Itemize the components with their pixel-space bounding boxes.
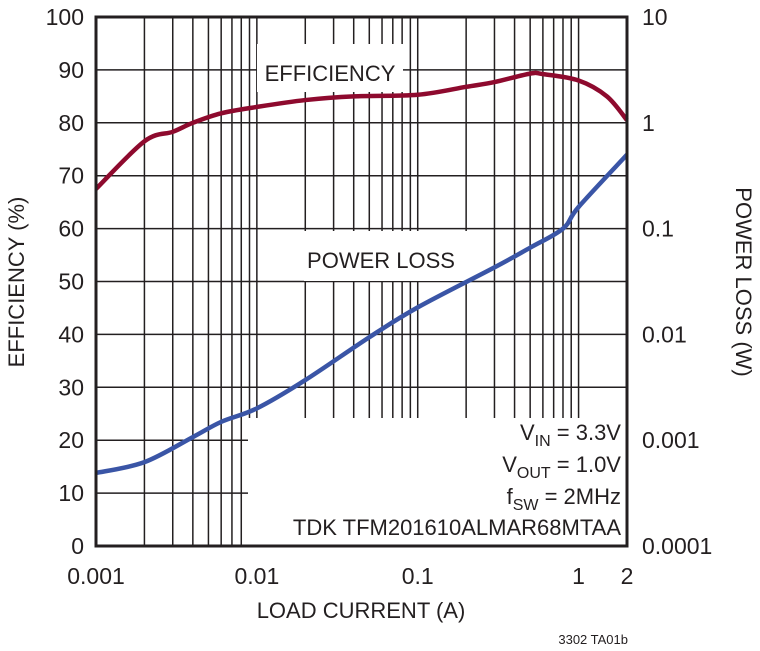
fsw-value: = 2MHz [538,484,621,509]
y-left-tick-label: 30 [58,374,84,400]
y-right-tick-label: 10 [642,4,668,30]
y-left-tick-label: 70 [58,163,84,189]
series-lines [94,70,629,476]
y-left-tick-label: 0 [71,533,84,559]
x-tick-label: 2 [621,563,634,589]
plot-frame [94,15,629,548]
x-tick-label: 0.1 [402,563,434,589]
fsw-f: f [507,484,514,509]
vin-value: = 3.3V [551,420,622,445]
vout-sub: OUT [517,465,551,482]
y-left-tick-label: 90 [58,57,84,83]
efficiency-series-label: EFFICIENCY [265,61,396,86]
vout-value: = 1.0V [551,452,622,477]
conditions-annotation: VIN = 3.3V VOUT = 1.0V fSW = 2MHz TDK TF… [293,420,621,540]
y-right-tick-label: 0.01 [642,321,687,347]
power-loss-series-label: POWER LOSS [307,248,455,273]
x-tick-label: 1 [572,563,585,589]
svg-text:VIN = 3.3V: VIN = 3.3V [520,420,621,450]
tick-labels: 0.001 0.01 0.1 1 201020304050607080901000.00… [46,4,713,589]
y-left-tick-label: 60 [58,216,84,242]
power-loss-line [95,153,629,476]
y-left-tick-label: 40 [58,321,84,347]
y-left-tick-label: 100 [46,4,84,30]
figure-id: 3302 TA01b [558,632,628,647]
y-left-tick-label: 10 [58,480,84,506]
y-right-tick-label: 0.001 [642,427,700,453]
x-axis-label: LOAD CURRENT (A) [257,598,466,623]
label-backgrounds [248,44,626,545]
y-right-tick-label: 1 [642,110,655,136]
fsw-sub: SW [513,497,540,514]
efficiency-line [94,70,629,191]
y-left-tick-label: 80 [58,110,84,136]
inductor-label: TDK TFM201610ALMAR68MTAA [293,515,621,540]
vout-v: V [502,452,517,477]
vin-sub: IN [535,433,551,450]
y-right-axis-label: POWER LOSS (W) [731,187,756,376]
y-left-tick-label: 20 [58,427,84,453]
svg-text:fSW = 2MHz: fSW = 2MHz [507,484,621,514]
x-tick-label: 0.01 [234,563,279,589]
vin-v: V [520,420,535,445]
y-right-tick-label: 0.0001 [642,533,712,559]
x-tick-label: 0.001 [67,563,125,589]
y-left-axis-label: EFFICIENCY (%) [4,197,29,368]
svg-text:VOUT = 1.0V: VOUT = 1.0V [502,452,621,482]
y-left-tick-label: 50 [58,269,84,295]
y-right-tick-label: 0.1 [642,216,674,242]
